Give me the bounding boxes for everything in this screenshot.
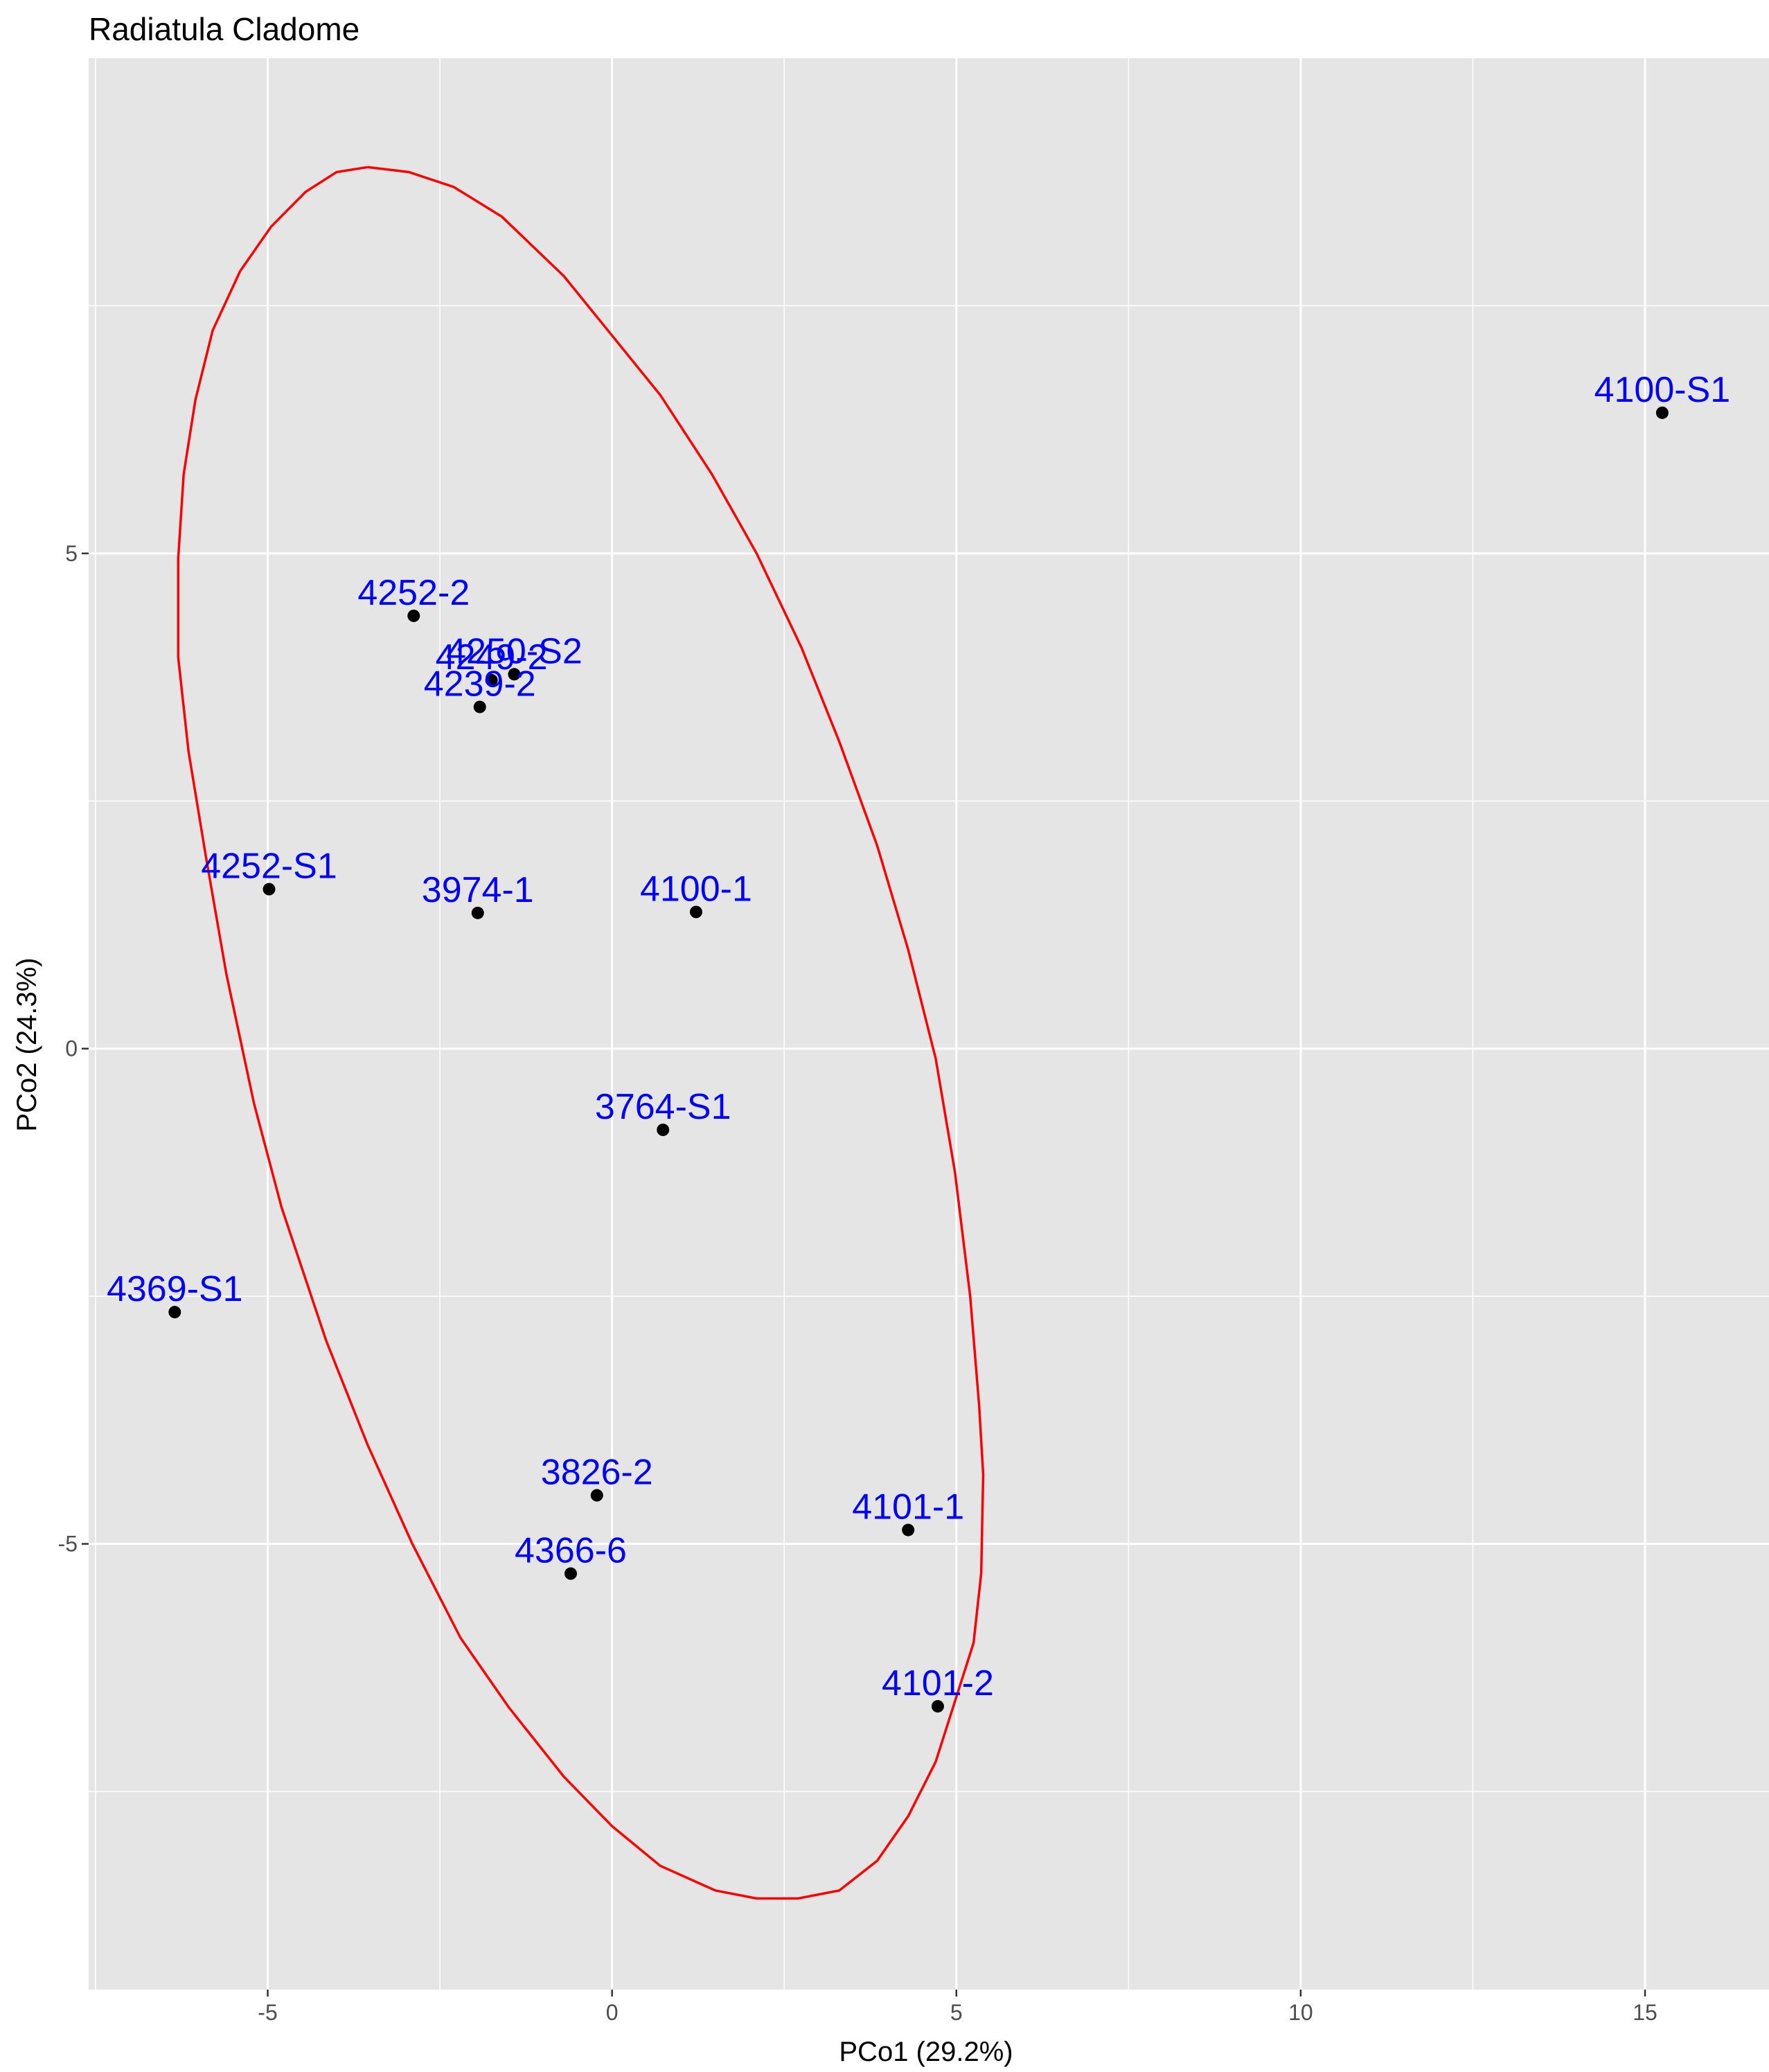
point-label: 4101-1 xyxy=(852,1487,964,1528)
point-label: 4100-1 xyxy=(640,869,752,909)
chart-title: Radiatula Cladome xyxy=(89,11,359,47)
x-axis-title: PCo1 (29.2%) xyxy=(839,2037,1013,2067)
x-tick-label: 5 xyxy=(950,2000,963,2025)
data-point xyxy=(590,1489,603,1502)
axis-ticks xyxy=(82,552,1646,1996)
data-point xyxy=(168,1306,181,1319)
y-tick-label: 5 xyxy=(65,541,78,566)
point-label: 4252-S1 xyxy=(201,847,337,887)
point-label: 4366-6 xyxy=(515,1531,627,1571)
y-axis-title: PCo2 (24.3%) xyxy=(12,957,42,1131)
major-grid xyxy=(89,58,1769,1990)
point-label: 4250-S2 xyxy=(446,631,583,671)
point-label: 4239-2 xyxy=(424,664,536,704)
data-point xyxy=(931,1700,944,1713)
confidence-ellipse xyxy=(177,166,985,1900)
point-label: 3974-1 xyxy=(422,870,534,910)
data-point xyxy=(902,1523,915,1537)
data-point xyxy=(263,883,276,896)
point-label: 4101-2 xyxy=(882,1663,994,1703)
data-point xyxy=(485,673,498,687)
x-tick-label: 15 xyxy=(1633,2000,1657,2025)
y-tick-label: -5 xyxy=(58,1532,78,1557)
data-points xyxy=(168,406,1669,1713)
x-tick-label: 0 xyxy=(606,2000,619,2025)
data-point xyxy=(689,905,702,919)
axis-tick-labels: -5 0 5 10 15 -5 0 5 xyxy=(58,541,1657,2025)
data-point xyxy=(473,700,486,714)
point-label: 4249-2 xyxy=(436,637,548,678)
data-point xyxy=(564,1567,577,1580)
data-point xyxy=(657,1123,670,1136)
data-point xyxy=(508,668,521,681)
point-label: 4369-S1 xyxy=(107,1269,243,1309)
x-tick-label: -5 xyxy=(258,2000,277,2025)
point-label: 4252-2 xyxy=(357,573,470,613)
minor-grid xyxy=(89,58,1769,1990)
y-tick-label: 0 xyxy=(65,1036,78,1061)
point-label: 4100-S1 xyxy=(1594,370,1731,410)
data-point xyxy=(1655,406,1669,419)
data-point xyxy=(407,609,420,622)
data-point xyxy=(471,906,484,919)
plot-panel xyxy=(89,58,1769,1990)
point-label: 3826-2 xyxy=(541,1453,653,1493)
point-label: 3764-S1 xyxy=(595,1087,731,1127)
x-tick-label: 10 xyxy=(1288,2000,1313,2025)
